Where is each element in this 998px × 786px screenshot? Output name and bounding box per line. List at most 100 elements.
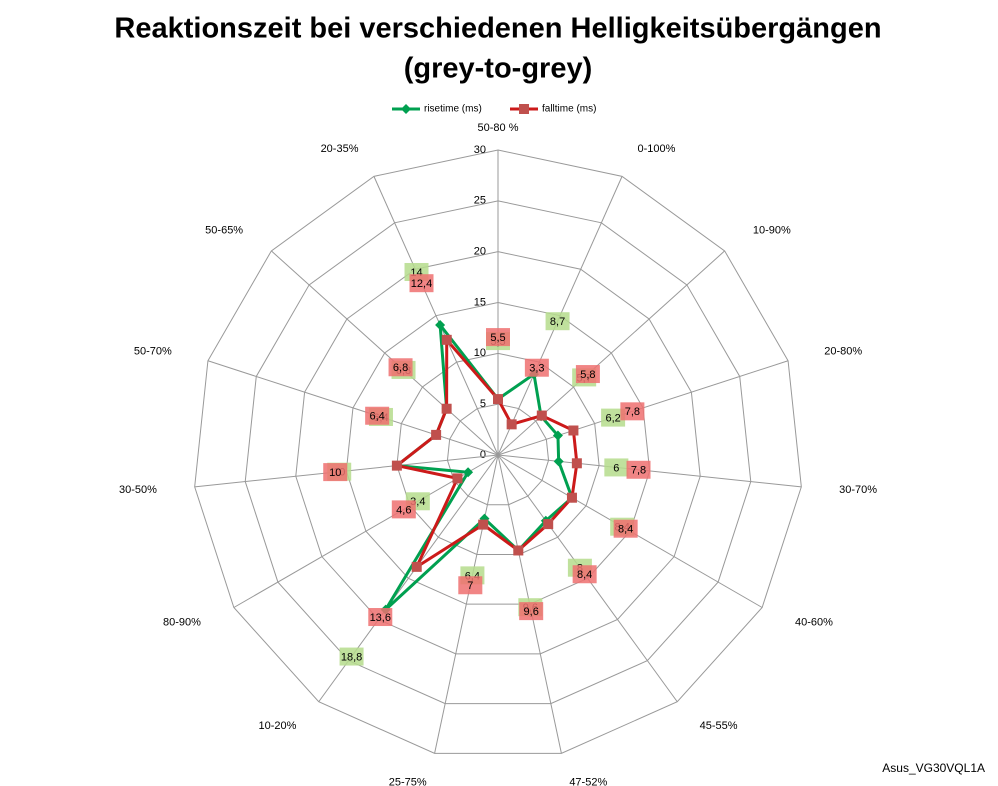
value-label: 8,7 — [545, 312, 570, 331]
marker — [513, 545, 524, 556]
category-label: 20-35% — [321, 143, 359, 155]
value-label-text: 12,4 — [411, 278, 432, 290]
marker — [568, 425, 579, 436]
value-label-box — [486, 328, 510, 347]
category-label: 50-70% — [134, 345, 172, 357]
category-label: 20-80% — [824, 345, 862, 357]
marker — [411, 561, 422, 572]
grid-line — [446, 403, 550, 506]
value-label-box — [323, 463, 348, 482]
value-label-box — [575, 365, 600, 384]
y-tick-label: 20 — [474, 246, 486, 258]
value-label: 6,4 — [365, 406, 390, 425]
category-label: 10-90% — [753, 225, 791, 237]
chart-subtitle: (grey-to-grey) — [404, 53, 593, 85]
value-label-text: 8,4 — [577, 569, 592, 581]
marker — [431, 429, 442, 440]
value-label-text: 8,4 — [618, 524, 633, 536]
marker — [452, 473, 463, 484]
category-label: 30-50% — [119, 484, 157, 496]
value-label-text: 5,8 — [580, 369, 595, 381]
value-label-box — [391, 500, 416, 519]
spoke — [373, 176, 499, 456]
chart-title: Reaktionszeit bei verschiedenen Helligke… — [114, 13, 881, 45]
marker — [441, 403, 452, 414]
value-label: 4,6 — [391, 500, 416, 519]
category-label: 10-20% — [258, 720, 296, 732]
value-label: 12,4 — [409, 274, 434, 293]
value-label-box — [458, 576, 483, 595]
value-label-text: 5,5 — [490, 332, 505, 344]
legend-label: falltime (ms) — [542, 104, 596, 115]
y-tick-label: 0 — [480, 449, 486, 461]
category-label: 80-90% — [163, 616, 201, 628]
value-label-box — [626, 460, 651, 479]
value-label: 3,3 — [524, 358, 549, 377]
category-label: 50-80 % — [478, 122, 519, 134]
marker — [478, 519, 489, 530]
value-label: 9,6 — [519, 602, 544, 621]
value-label: 5,5 — [486, 328, 510, 347]
marker — [493, 394, 503, 405]
marker — [566, 492, 577, 503]
value-label-box — [365, 406, 390, 425]
value-label: 6,2 — [601, 408, 626, 427]
footer: Asus_VG30VQL1A — [882, 761, 985, 775]
value-label-box — [524, 358, 549, 377]
value-label: 6 — [604, 458, 629, 477]
marker — [506, 419, 517, 430]
value-label-text: 6,2 — [605, 413, 620, 425]
y-tick-label: 25 — [474, 195, 486, 207]
value-label: 10 — [323, 463, 348, 482]
y-tick-label: 10 — [474, 347, 486, 359]
grid-line — [345, 301, 651, 605]
value-label-text: 4,6 — [396, 504, 411, 516]
marker — [543, 519, 554, 530]
y-tick-label: 30 — [474, 144, 486, 156]
grid-line — [295, 251, 701, 655]
value-label-box — [409, 274, 434, 293]
value-label-box — [572, 565, 597, 584]
marker — [536, 410, 547, 421]
value-label-box — [604, 458, 629, 477]
value-label: 7 — [458, 576, 483, 595]
value-label: 6,8 — [388, 358, 413, 377]
value-label: 7,8 — [620, 402, 645, 421]
value-label-box — [601, 408, 626, 427]
category-label: 0-100% — [638, 143, 676, 155]
value-label-box — [339, 647, 364, 666]
category-label: 40-60% — [795, 616, 833, 628]
category-label: 25-75% — [389, 777, 427, 786]
value-label-text: 18,8 — [341, 651, 362, 663]
spoke — [207, 360, 499, 456]
marker — [441, 334, 452, 345]
value-label-text: 7,8 — [631, 465, 646, 477]
value-label-text: 9,6 — [524, 606, 539, 618]
value-label: 8,4 — [572, 565, 597, 584]
legend-marker — [401, 104, 411, 114]
spoke — [271, 250, 499, 456]
value-label-text: 7 — [467, 580, 473, 592]
value-label-text: 10 — [329, 467, 341, 479]
grid-line — [396, 352, 600, 555]
value-label-text: 8,7 — [550, 316, 565, 328]
category-label: 30-70% — [839, 484, 877, 496]
value-label-text: 6,4 — [370, 411, 385, 423]
marker — [435, 319, 446, 330]
grid-line — [194, 149, 802, 754]
value-label-text: 7,8 — [625, 406, 640, 418]
value-label-text: 6 — [613, 462, 619, 474]
category-label: 50-65% — [205, 225, 243, 237]
value-label-box — [388, 358, 413, 377]
value-label: 8,4 — [613, 519, 638, 538]
value-label: 5,8 — [575, 365, 600, 384]
y-tick-label: 5 — [480, 398, 486, 410]
value-label-box — [545, 312, 570, 331]
category-label: 45-55% — [700, 720, 738, 732]
y-tick-label: 15 — [474, 296, 486, 308]
marker — [552, 430, 563, 441]
value-label: 18,8 — [339, 647, 364, 666]
value-label-text: 6,8 — [393, 362, 408, 374]
marker — [571, 458, 582, 469]
spoke — [434, 454, 499, 754]
